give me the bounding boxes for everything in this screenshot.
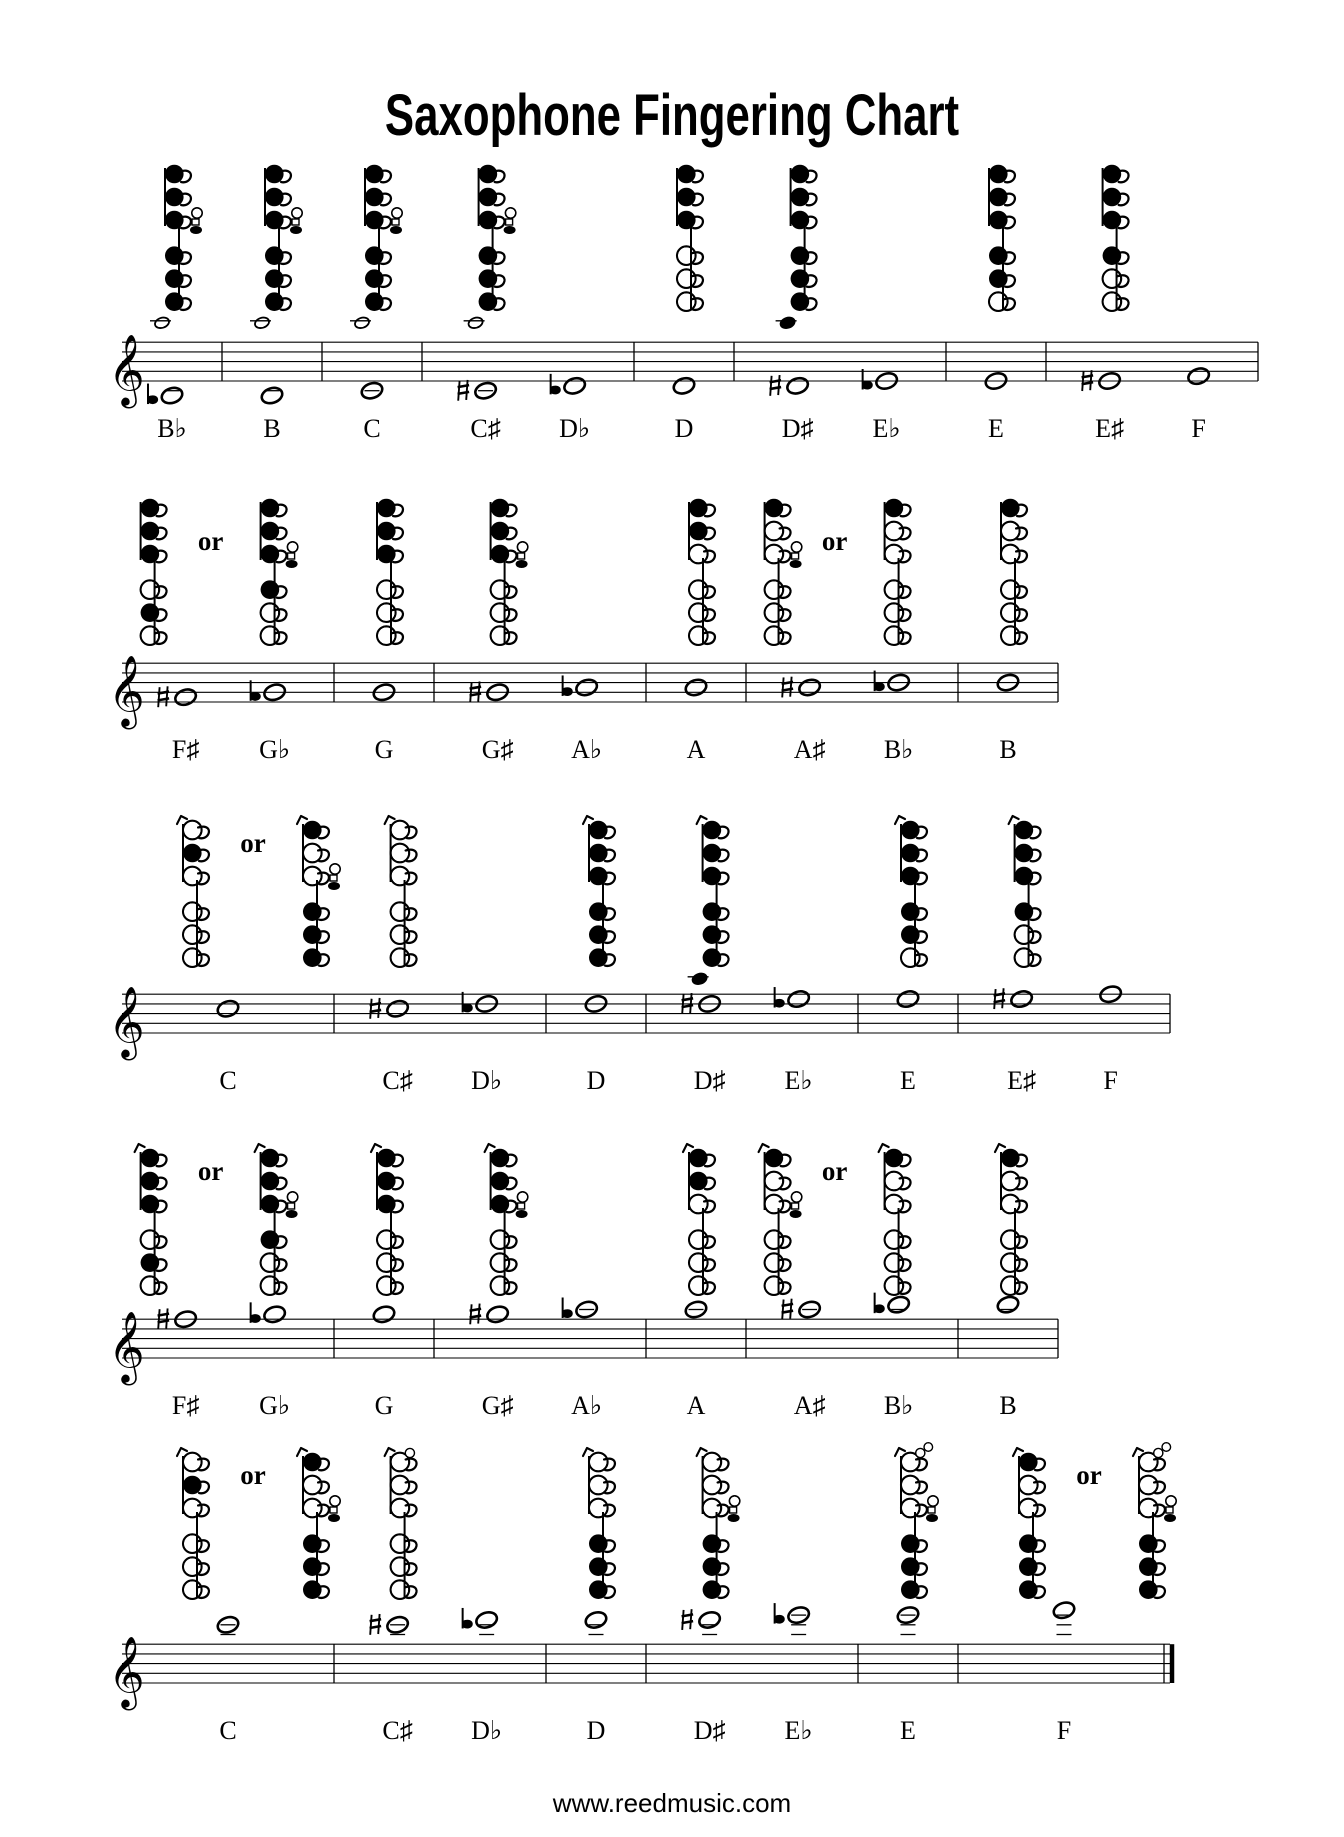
svg-text:D♯: D♯ (694, 1716, 726, 1745)
svg-text:𝄞: 𝄞 (108, 987, 145, 1061)
svg-text:F: F (1103, 1066, 1117, 1095)
svg-text:G♯: G♯ (482, 735, 514, 764)
svg-text:D♭: D♭ (559, 414, 590, 443)
svg-text:B: B (263, 414, 280, 443)
svg-text:A: A (687, 1391, 706, 1420)
svg-text:or: or (1076, 1460, 1102, 1490)
svg-text:E♭: E♭ (785, 1716, 813, 1745)
svg-text:𝄞: 𝄞 (108, 1637, 145, 1711)
svg-text:C: C (363, 414, 380, 443)
svg-text:𝄞: 𝄞 (108, 335, 145, 409)
svg-text:D♭: D♭ (471, 1716, 502, 1745)
svg-text:A♯: A♯ (794, 735, 826, 764)
svg-text:or: or (240, 1460, 266, 1490)
svg-text:A♭: A♭ (571, 1391, 602, 1420)
svg-text:or: or (198, 526, 224, 556)
svg-text:C♯: C♯ (382, 1716, 412, 1745)
svg-text:B♭: B♭ (157, 414, 187, 443)
svg-text:or: or (240, 828, 266, 858)
svg-text:or: or (198, 1156, 224, 1186)
svg-text:D: D (675, 414, 694, 443)
svg-text:D: D (587, 1066, 606, 1095)
svg-text:C: C (219, 1066, 236, 1095)
svg-text:C♯: C♯ (382, 1066, 412, 1095)
svg-text:D: D (587, 1716, 606, 1745)
svg-text:D♭: D♭ (471, 1066, 502, 1095)
svg-text:C: C (219, 1716, 236, 1745)
svg-text:B♭: B♭ (884, 735, 914, 764)
svg-text:F♯: F♯ (172, 735, 199, 764)
svg-text:A♭: A♭ (571, 735, 602, 764)
svg-text:A: A (687, 735, 706, 764)
svg-text:B: B (999, 1391, 1016, 1420)
svg-text:D♯: D♯ (694, 1066, 726, 1095)
svg-text:𝄞: 𝄞 (108, 1312, 145, 1386)
svg-text:C♯: C♯ (470, 414, 500, 443)
svg-text:D♯: D♯ (782, 414, 814, 443)
svg-text:E♯: E♯ (1095, 414, 1124, 443)
svg-text:F♯: F♯ (172, 1391, 199, 1420)
svg-text:G♯: G♯ (482, 1391, 514, 1420)
svg-text:F: F (1191, 414, 1205, 443)
svg-text:G♭: G♭ (259, 735, 290, 764)
svg-text:F: F (1057, 1716, 1071, 1745)
svg-text:G: G (375, 1391, 394, 1420)
svg-text:E: E (988, 414, 1004, 443)
svg-text:or: or (822, 526, 848, 556)
svg-text:B♭: B♭ (884, 1391, 914, 1420)
svg-text:E♭: E♭ (785, 1066, 813, 1095)
svg-text:G♭: G♭ (259, 1391, 290, 1420)
svg-text:E: E (900, 1716, 916, 1745)
svg-text:𝄞: 𝄞 (108, 656, 145, 730)
svg-text:E: E (900, 1066, 916, 1095)
svg-text:G: G (375, 735, 394, 764)
svg-text:E♭: E♭ (873, 414, 901, 443)
svg-text:B: B (999, 735, 1016, 764)
svg-text:A♯: A♯ (794, 1391, 826, 1420)
svg-text:or: or (822, 1156, 848, 1186)
svg-text:E♯: E♯ (1007, 1066, 1036, 1095)
